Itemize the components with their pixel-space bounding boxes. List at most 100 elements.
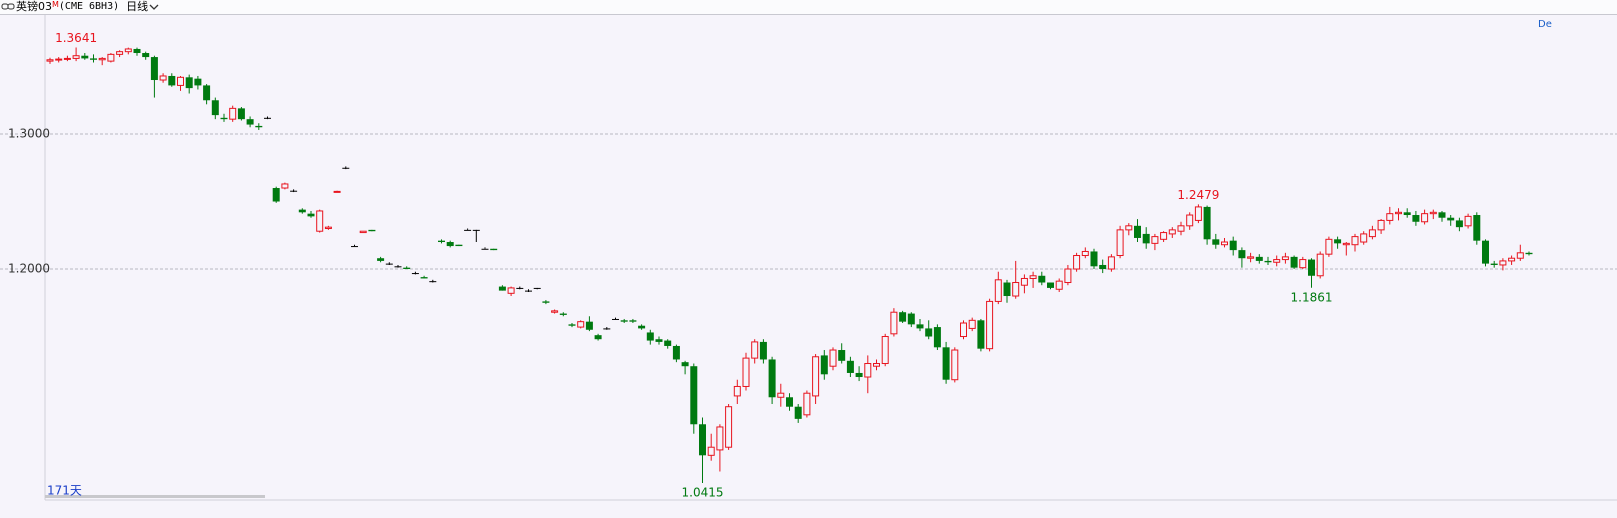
candle-body xyxy=(672,345,680,360)
candle-body xyxy=(1212,239,1220,245)
candle-body xyxy=(1351,236,1359,246)
candle-body xyxy=(1151,236,1159,244)
candle-body xyxy=(855,372,863,378)
candle-body xyxy=(168,75,176,86)
candle-body xyxy=(1403,212,1411,216)
candle-body xyxy=(1186,214,1194,227)
candle-body xyxy=(1264,260,1272,263)
candle-body xyxy=(516,287,524,289)
candle-body xyxy=(420,277,428,279)
candle-body xyxy=(968,319,976,329)
candle-body xyxy=(394,266,402,268)
candle-body xyxy=(1473,215,1481,241)
candle-body xyxy=(281,183,289,189)
candle-body xyxy=(820,355,828,375)
symbol: (CME 6BH3) xyxy=(58,1,120,12)
candle-body xyxy=(638,325,646,329)
candle-body xyxy=(1038,275,1046,283)
candle-body xyxy=(864,363,872,378)
candle-body xyxy=(690,366,698,425)
plot-background xyxy=(0,15,1617,518)
candle-body xyxy=(46,59,54,62)
candle-body xyxy=(264,117,271,119)
candle-body xyxy=(838,350,846,361)
candle-body xyxy=(1073,255,1081,270)
candle-body xyxy=(90,58,97,60)
candle-body xyxy=(742,357,750,387)
candle-body xyxy=(324,226,332,230)
candle-body xyxy=(1221,241,1228,246)
candle-body xyxy=(124,48,132,53)
candle-body xyxy=(298,209,306,213)
y-tick-label: 1.3000 xyxy=(8,127,50,141)
candle-body xyxy=(490,248,498,251)
candle-body xyxy=(403,267,411,270)
candle-body xyxy=(255,125,263,128)
candle-body xyxy=(1168,229,1176,235)
candle-body xyxy=(646,332,654,341)
candle-body xyxy=(1273,259,1281,263)
candle-body xyxy=(1386,213,1394,221)
candle-body xyxy=(1238,250,1246,259)
candle-body xyxy=(768,359,776,398)
candle-body xyxy=(1125,225,1133,231)
candle-body xyxy=(1368,229,1376,238)
candle-body xyxy=(1003,282,1011,297)
candle-body xyxy=(220,117,228,120)
period-dropdown[interactable] xyxy=(148,0,160,14)
candle-body xyxy=(568,324,576,326)
candle-body xyxy=(272,188,280,202)
candle-body xyxy=(1499,260,1507,266)
candle-body xyxy=(142,53,150,58)
candle-body xyxy=(933,327,941,348)
candle-body xyxy=(1525,252,1533,255)
candle-body xyxy=(1160,232,1168,240)
candle-body xyxy=(551,310,559,313)
candle-body xyxy=(812,356,820,397)
candle-body xyxy=(1255,256,1263,261)
period[interactable]: 日线 xyxy=(126,0,149,13)
candle-body xyxy=(942,347,950,380)
candle-body xyxy=(1455,220,1463,228)
candle-body xyxy=(98,57,106,61)
bars-label: 171天 xyxy=(47,484,82,498)
candle-body xyxy=(725,406,733,448)
candle-body xyxy=(1325,238,1333,255)
title-suffix: M xyxy=(52,0,59,9)
candle-body xyxy=(185,77,193,89)
candle-body xyxy=(733,385,741,397)
scrollbar[interactable] xyxy=(45,495,265,498)
candle-body xyxy=(377,258,385,261)
candle-body xyxy=(655,339,663,342)
candle-body xyxy=(1412,215,1420,222)
candle-body xyxy=(916,324,924,329)
candle-body xyxy=(960,322,967,338)
candle-body xyxy=(1229,240,1237,251)
candle-body xyxy=(525,290,532,292)
candle-body xyxy=(620,320,628,322)
candle-body xyxy=(203,85,211,101)
candle-body xyxy=(1395,211,1402,215)
candle-body xyxy=(411,273,419,275)
candle-body xyxy=(446,242,454,247)
candle-body xyxy=(559,313,567,315)
candle-body xyxy=(925,328,933,337)
candle-body xyxy=(498,286,506,291)
y-tick-label: 1.2000 xyxy=(8,262,50,276)
candle-body xyxy=(290,190,298,192)
candle-body xyxy=(1012,282,1020,297)
candle-body xyxy=(1177,225,1185,232)
candle-body xyxy=(585,321,593,330)
candle-body xyxy=(55,58,63,61)
candle-body xyxy=(577,321,585,328)
extreme-label: 1.2479 xyxy=(1177,188,1219,202)
candle-body xyxy=(1308,259,1315,276)
candle-body xyxy=(1281,256,1289,261)
candle-body xyxy=(359,230,367,234)
candle-body xyxy=(1203,206,1211,240)
candle-body xyxy=(150,57,158,81)
candle-body xyxy=(951,349,959,381)
candle-body xyxy=(1029,275,1037,279)
